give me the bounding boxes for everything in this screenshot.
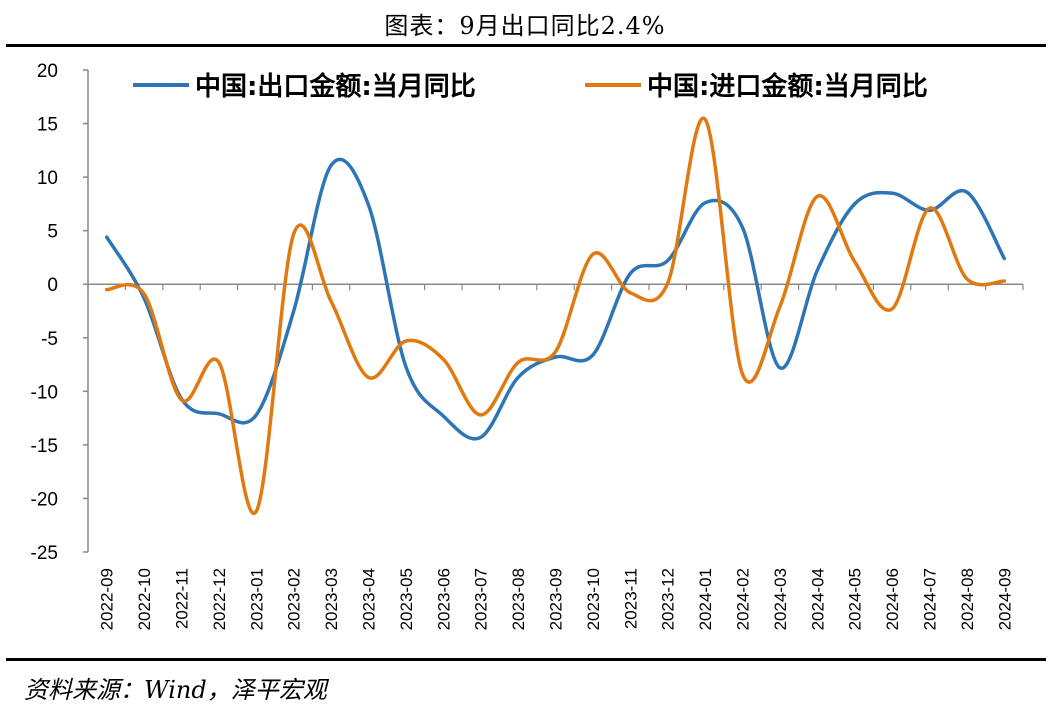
x-tick-label: 2024-08 — [958, 568, 977, 630]
x-tick-label: 2023-04 — [360, 568, 379, 630]
y-tick-label: -25 — [31, 543, 58, 564]
x-tick-label: 2024-05 — [846, 568, 865, 630]
y-tick-label: -20 — [31, 489, 58, 510]
series-line-1 — [104, 157, 1007, 441]
legend-label: 中国:出口金额:当月同比 — [195, 71, 476, 102]
y-tick-label: 20 — [37, 61, 58, 82]
source-note: 资料来源：Wind，泽平宏观 — [24, 676, 327, 704]
x-tick-label: 2024-02 — [734, 568, 753, 630]
legend-label: 中国:进口金额:当月同比 — [647, 71, 928, 102]
x-tick-label: 2023-01 — [247, 568, 266, 630]
x-tick-label: 2022-09 — [98, 568, 117, 630]
y-axis-ticks: 20 15 10 5 0 -5 -10 -15 -20 -25 — [31, 61, 88, 564]
x-tick-label: 2024-06 — [883, 568, 902, 630]
x-tick-label: 2023-05 — [397, 568, 416, 630]
x-tick-label: 2023-10 — [584, 568, 603, 630]
x-tick-label: 2024-01 — [696, 568, 715, 630]
y-tick-label: -15 — [31, 436, 58, 457]
chart-axes — [87, 70, 1023, 552]
x-tick-label: 2024-07 — [921, 568, 940, 630]
y-tick-label: 15 — [37, 115, 58, 136]
y-tick-label: -5 — [41, 329, 58, 350]
y-tick-label: 10 — [37, 168, 58, 189]
x-tick-label: 2022-10 — [135, 568, 154, 630]
x-tick-label: 2022-11 — [173, 568, 192, 629]
y-tick-label: 5 — [47, 222, 58, 243]
x-axis-ticks: 2022-09 2022-10 2022-11 2022-12 2023-01 2023-… — [87, 284, 1024, 630]
y-tick-label: 0 — [47, 275, 58, 296]
legend: 中国:出口金额:当月同比 中国:进口金额:当月同比 — [133, 71, 928, 102]
x-tick-label: 2023-12 — [659, 568, 678, 630]
x-tick-label: 2023-09 — [547, 568, 566, 630]
chart-title: 图表：9月出口同比2.4% — [384, 12, 666, 40]
x-tick-label: 2024-03 — [771, 568, 790, 630]
x-tick-label: 2023-07 — [472, 568, 491, 630]
y-tick-label: -10 — [31, 382, 58, 403]
x-tick-label: 2023-03 — [322, 568, 341, 630]
x-tick-label: 2023-11 — [621, 568, 640, 629]
x-tick-label: 2023-08 — [509, 568, 528, 630]
bottom-rule — [6, 658, 1046, 661]
x-tick-label: 2022-12 — [210, 568, 229, 630]
top-rule — [6, 44, 1046, 47]
x-tick-label: 2024-04 — [808, 568, 827, 630]
series-lines — [104, 116, 1007, 516]
series-line-2 — [104, 116, 1007, 516]
x-tick-label: 2023-06 — [434, 568, 453, 630]
x-tick-label: 2023-02 — [285, 568, 304, 630]
x-tick-label: 2024-09 — [995, 568, 1014, 630]
